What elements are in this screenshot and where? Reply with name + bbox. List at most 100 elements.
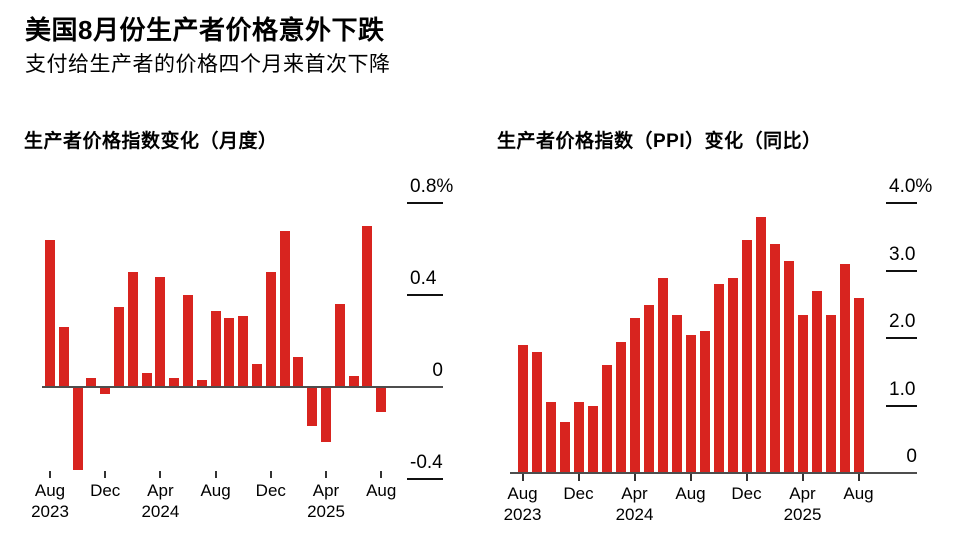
y-axis-tick-label: 1.0 bbox=[889, 378, 916, 400]
bar bbox=[615, 341, 626, 473]
y-axis-tick-label: 0 bbox=[906, 446, 917, 467]
bar bbox=[86, 377, 97, 387]
x-axis-month-label: Aug bbox=[200, 481, 231, 500]
y-axis-tick-label: 3.0 bbox=[889, 243, 916, 265]
bar bbox=[685, 334, 696, 473]
y-axis-tick-line bbox=[886, 404, 917, 407]
bar bbox=[839, 264, 850, 473]
bar bbox=[643, 304, 654, 473]
bar bbox=[210, 311, 221, 387]
bar bbox=[727, 277, 738, 473]
x-axis-year-label: 2023 bbox=[31, 502, 69, 521]
bar bbox=[573, 402, 584, 473]
x-axis-year-label: 2024 bbox=[141, 502, 180, 521]
y-axis-tick-line bbox=[886, 337, 917, 340]
bar bbox=[334, 304, 345, 387]
bar bbox=[252, 364, 262, 387]
y-axis-tick-label: 0.8% bbox=[410, 176, 454, 197]
x-axis-tick bbox=[325, 471, 327, 478]
bar bbox=[587, 405, 598, 473]
bar bbox=[601, 365, 612, 473]
bar bbox=[100, 387, 111, 394]
bar bbox=[783, 260, 794, 473]
x-axis-tick bbox=[380, 471, 383, 478]
y-axis-tick-line bbox=[407, 294, 443, 296]
x-axis-tick bbox=[104, 471, 107, 478]
bar bbox=[517, 344, 528, 473]
bar bbox=[797, 314, 808, 473]
x-axis-line bbox=[510, 472, 917, 474]
x-axis-tick bbox=[214, 471, 217, 478]
bar bbox=[531, 351, 542, 473]
bar bbox=[169, 377, 180, 387]
bar bbox=[545, 402, 556, 473]
bar bbox=[58, 327, 69, 387]
y-axis-tick-label: 4.0% bbox=[889, 176, 933, 198]
x-axis-tick bbox=[577, 474, 580, 481]
bar bbox=[127, 272, 138, 387]
x-axis-month-label: Dec bbox=[731, 484, 762, 503]
x-axis-month-label: Aug bbox=[675, 484, 706, 503]
x-axis-year-label: 2025 bbox=[783, 505, 822, 524]
bar bbox=[183, 295, 193, 387]
x-axis-tick bbox=[269, 471, 272, 478]
x-axis-tick bbox=[745, 474, 748, 481]
x-axis-tick bbox=[801, 474, 804, 481]
y-axis-tick-label: 0 bbox=[432, 360, 443, 381]
bar bbox=[224, 318, 235, 387]
y-axis-tick-label: 0.4 bbox=[410, 268, 437, 289]
bar bbox=[811, 291, 822, 473]
x-axis-tick bbox=[689, 474, 692, 481]
x-axis-month-label: Apr bbox=[147, 481, 174, 500]
x-axis-tick bbox=[857, 474, 860, 481]
x-axis-month-label: Apr bbox=[312, 481, 340, 500]
bar bbox=[114, 306, 124, 387]
bar bbox=[72, 387, 83, 470]
bar bbox=[376, 387, 387, 413]
bar bbox=[362, 226, 373, 387]
bar bbox=[141, 373, 152, 387]
x-axis-year-label: 2024 bbox=[615, 505, 654, 524]
bar bbox=[307, 387, 318, 427]
x-axis-year-label: 2023 bbox=[503, 505, 542, 524]
y-axis-tick-label: -0.4 bbox=[410, 452, 443, 473]
y-axis-tick-label: 2.0 bbox=[889, 311, 916, 333]
y-axis-tick-line bbox=[886, 202, 917, 205]
y-axis-tick-line bbox=[407, 478, 443, 480]
bar bbox=[699, 331, 710, 473]
bar bbox=[265, 272, 276, 387]
x-axis-tick bbox=[521, 474, 524, 481]
bar bbox=[279, 230, 290, 387]
bar bbox=[769, 243, 780, 473]
bar bbox=[741, 240, 752, 473]
x-axis-month-label: Aug bbox=[34, 481, 66, 500]
bar bbox=[559, 422, 570, 473]
bar bbox=[45, 239, 55, 387]
bar bbox=[825, 314, 836, 473]
chart-title-yoy: 生产者价格指数（PPI）变化（同比） bbox=[497, 131, 822, 152]
bar bbox=[321, 387, 331, 443]
x-axis-month-label: Dec bbox=[563, 484, 594, 503]
x-axis-tick bbox=[159, 471, 162, 478]
x-axis-tick bbox=[49, 471, 51, 478]
x-axis-month-label: Dec bbox=[255, 481, 286, 500]
bar bbox=[629, 317, 640, 473]
bar bbox=[671, 314, 682, 473]
x-axis-tick bbox=[633, 474, 636, 481]
y-axis-tick-line bbox=[886, 269, 917, 272]
bar bbox=[155, 276, 166, 387]
x-axis-month-label: Aug bbox=[507, 484, 538, 503]
bar bbox=[657, 277, 668, 473]
x-axis-year-label: 2025 bbox=[307, 502, 345, 521]
x-axis-line bbox=[42, 386, 443, 388]
bar bbox=[755, 216, 766, 473]
bar bbox=[196, 380, 207, 387]
chart-title-monthly: 生产者价格指数变化（月度） bbox=[24, 131, 278, 152]
x-axis-month-label: Aug bbox=[843, 484, 874, 503]
x-axis-month-label: Apr bbox=[621, 484, 648, 503]
x-axis-month-label: Apr bbox=[789, 484, 816, 503]
page-title: 美国8月份生产者价格意外下跌 bbox=[25, 15, 385, 45]
